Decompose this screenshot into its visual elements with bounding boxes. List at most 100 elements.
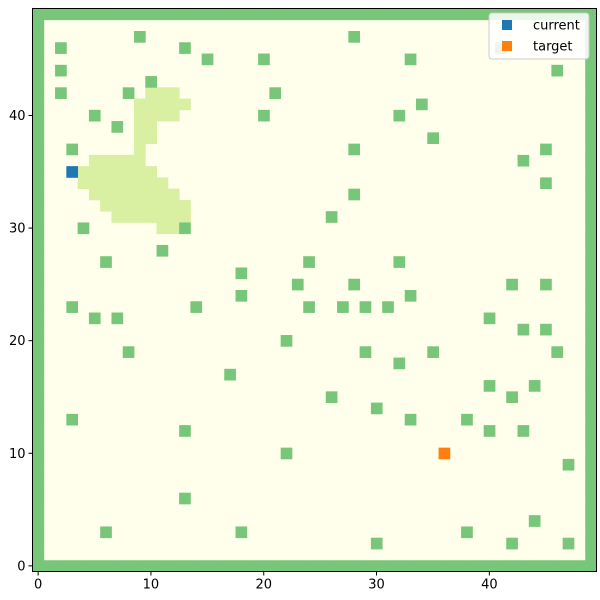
- border-cell: [134, 560, 146, 572]
- explored-cell: [156, 188, 169, 201]
- border-cell: [32, 380, 45, 392]
- explored-cell: [145, 166, 157, 178]
- explored-cell: [100, 166, 112, 178]
- obstacle-cell: [235, 267, 248, 280]
- border-cell: [528, 560, 541, 572]
- border-cell: [585, 548, 597, 561]
- border-cell: [585, 323, 597, 336]
- explored-cell: [111, 177, 124, 190]
- obstacle-cell: [100, 256, 112, 268]
- obstacle-cell: [190, 301, 203, 313]
- border-cell: [235, 560, 248, 572]
- obstacle-cell: [393, 357, 406, 370]
- obstacle-cell: [348, 188, 361, 201]
- explored-cell: [111, 188, 124, 201]
- legend-box: [488, 12, 590, 60]
- border-cell: [585, 391, 597, 403]
- y-tick-label: 10: [9, 447, 26, 462]
- border-cell: [32, 256, 45, 268]
- border-cell: [449, 8, 462, 21]
- obstacle-cell: [517, 154, 530, 167]
- border-cell: [134, 8, 146, 21]
- border-cell: [585, 503, 597, 516]
- border-cell: [88, 8, 101, 21]
- explored-cell: [134, 199, 146, 212]
- border-cell: [246, 560, 259, 572]
- border-cell: [66, 560, 79, 572]
- border-cell: [201, 560, 214, 572]
- border-cell: [585, 301, 597, 313]
- border-cell: [32, 481, 45, 494]
- current-cell: [66, 166, 79, 178]
- border-cell: [585, 87, 597, 99]
- border-cell: [55, 560, 67, 572]
- border-cell: [32, 143, 45, 156]
- explored-cell: [134, 121, 146, 133]
- border-cell: [314, 8, 327, 21]
- border-cell: [100, 560, 112, 572]
- explored-cell: [167, 199, 180, 212]
- border-cell: [585, 76, 597, 88]
- obstacle-cell: [404, 290, 417, 302]
- x-tick-label: 30: [368, 578, 385, 593]
- free-space: [32, 8, 597, 572]
- border-cell: [303, 560, 315, 572]
- border-cell: [585, 222, 597, 235]
- obstacle-cell: [404, 413, 417, 426]
- border-cell: [585, 357, 597, 370]
- border-cell: [461, 560, 473, 572]
- obstacle-cell: [303, 301, 315, 313]
- explored-cell: [179, 98, 191, 111]
- obstacle-cell: [551, 346, 564, 358]
- border-cell: [43, 8, 56, 21]
- border-cell: [585, 335, 597, 347]
- explored-cell: [134, 188, 146, 201]
- border-cell: [291, 8, 304, 21]
- border-cell: [32, 548, 45, 561]
- obstacle-cell: [258, 109, 270, 122]
- obstacle-cell: [551, 64, 564, 77]
- border-cell: [167, 560, 180, 572]
- border-cell: [269, 560, 282, 572]
- border-cell: [32, 87, 45, 99]
- border-cell: [382, 560, 394, 572]
- legend: current target: [488, 12, 590, 60]
- border-cell: [348, 8, 361, 21]
- explored-cell: [179, 199, 191, 212]
- border-cell: [449, 560, 462, 572]
- obstacle-cell: [483, 312, 496, 325]
- border-cell: [145, 8, 157, 21]
- explored-cell: [167, 98, 180, 111]
- border-cell: [32, 267, 45, 280]
- border-cell: [585, 121, 597, 133]
- obstacle-cell: [359, 346, 372, 358]
- border-cell: [32, 42, 45, 54]
- obstacle-cell: [506, 391, 518, 403]
- border-cell: [506, 560, 518, 572]
- legend-swatch-target: [502, 41, 512, 51]
- obstacle-cell: [201, 53, 214, 66]
- obstacle-cell: [404, 53, 417, 66]
- target-cell: [438, 447, 451, 460]
- obstacle-cell: [258, 53, 270, 66]
- border-cell: [224, 560, 236, 572]
- border-cell: [517, 560, 530, 572]
- border-cell: [585, 436, 597, 449]
- obstacle-cell: [540, 323, 552, 336]
- border-cell: [32, 436, 45, 449]
- border-cell: [32, 98, 45, 111]
- border-cell: [122, 560, 135, 572]
- obstacle-cell: [348, 278, 361, 291]
- border-cell: [494, 560, 507, 572]
- border-cell: [573, 560, 586, 572]
- obstacle-cell: [55, 64, 67, 77]
- obstacle-cell: [122, 87, 135, 99]
- explored-cell: [134, 154, 146, 167]
- explored-cell: [145, 177, 157, 190]
- explored-cell: [134, 132, 146, 145]
- obstacle-cell: [528, 380, 541, 392]
- obstacle-cell: [145, 76, 157, 88]
- obstacle-cell: [393, 109, 406, 122]
- explored-cell: [134, 211, 146, 223]
